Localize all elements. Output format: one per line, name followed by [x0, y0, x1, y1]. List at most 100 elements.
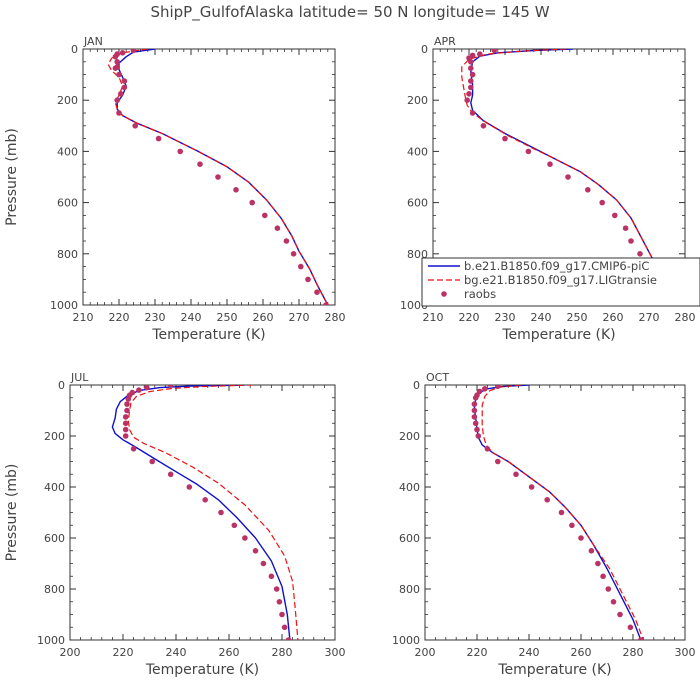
raobs-point	[122, 426, 129, 433]
raobs-point	[279, 611, 285, 618]
series-line-lig-transient	[127, 385, 299, 640]
raobs-point	[215, 174, 221, 180]
x-axis-label: Temperature (K)	[145, 662, 259, 678]
raobs-point	[605, 586, 612, 592]
raobs-point	[218, 509, 224, 516]
x-tick-label: 220	[113, 646, 134, 659]
raobs-point	[480, 123, 487, 129]
x-tick-label: 240	[166, 646, 187, 659]
raobs-point	[528, 484, 535, 490]
series-line-lig-transient	[107, 49, 329, 305]
raobs-point	[627, 624, 634, 631]
raobs-point	[177, 148, 183, 155]
raobs-point	[136, 387, 142, 393]
x-tick-label: 260	[571, 646, 592, 659]
x-axis-label: Temperature (K)	[497, 662, 611, 678]
raobs-point	[477, 51, 483, 57]
raobs-point	[578, 535, 584, 541]
panel-month-label: JUL	[70, 371, 89, 384]
x-tick-label: 220	[467, 646, 488, 659]
raobs-point	[285, 637, 292, 640]
raobs-point	[565, 174, 571, 180]
series-line-cmip6-picontrol	[111, 385, 291, 640]
x-tick-label: 260	[253, 311, 274, 324]
raobs-point	[468, 65, 474, 71]
raobs-point	[116, 110, 122, 116]
y-tick-label: 600	[407, 197, 428, 210]
y-tick-label: 200	[399, 430, 420, 443]
legend-label: raobs	[464, 287, 496, 301]
y-tick-label: 200	[44, 430, 65, 443]
raobs-point	[638, 637, 644, 640]
x-tick-label: 230	[145, 311, 166, 324]
panel-month-label: JAN	[83, 35, 103, 48]
y-tick-label: 400	[407, 145, 428, 158]
raobs-point	[167, 385, 174, 388]
raobs-point	[484, 446, 491, 452]
raobs-point	[130, 446, 137, 452]
x-tick-label: 220	[459, 311, 480, 324]
y-tick-label: 600	[57, 197, 78, 210]
raobs-point	[144, 385, 150, 391]
x-tick-label: 280	[325, 311, 346, 324]
raobs-point	[260, 560, 267, 567]
x-tick-label: 260	[219, 646, 240, 659]
x-tick-label: 250	[217, 311, 238, 324]
x-tick-label: 270	[289, 311, 310, 324]
raobs-point	[233, 187, 239, 193]
raobs-point	[482, 386, 488, 392]
raobs-point	[274, 225, 281, 231]
x-tick-label: 250	[567, 311, 588, 324]
y-tick-label: 400	[44, 481, 65, 494]
raobs-point	[472, 395, 479, 401]
legend-label: bg.e21.B1850.f09_g17.LIGtransie	[464, 273, 657, 287]
raobs-point	[283, 238, 290, 244]
raobs-point	[114, 97, 120, 103]
raobs-point	[298, 263, 304, 270]
raobs-point	[186, 484, 193, 490]
raobs-point	[525, 148, 532, 155]
raobs-point	[637, 251, 643, 257]
raobs-point	[242, 535, 248, 541]
panel-month-label: APR	[434, 35, 456, 48]
x-tick-label: 280	[272, 646, 293, 659]
raobs-point	[116, 71, 122, 78]
x-tick-label: 240	[531, 311, 552, 324]
series-line-cmip6-picontrol	[116, 49, 329, 305]
plot-frame	[82, 48, 336, 306]
raobs-point	[305, 276, 311, 283]
raobs-point	[202, 497, 208, 503]
raobs-point	[491, 49, 497, 54]
raobs-point	[617, 611, 623, 618]
raobs-point	[495, 458, 501, 465]
y-tick-label: 400	[57, 145, 78, 158]
raobs-point	[469, 71, 476, 78]
raobs-point	[122, 433, 129, 439]
x-tick-label: 240	[181, 311, 202, 324]
y-axis-label: Pressure (mb)	[4, 464, 20, 562]
x-tick-label: 210	[423, 311, 444, 324]
raobs-point	[569, 522, 575, 529]
raobs-point	[612, 212, 618, 219]
raobs-point	[197, 161, 203, 167]
series-line-lig-transient	[481, 385, 644, 640]
raobs-point	[471, 401, 478, 407]
x-tick-label: 200	[415, 646, 436, 659]
raobs-point	[114, 59, 120, 65]
raobs-point	[276, 599, 283, 605]
raobs-point	[262, 212, 268, 219]
y-tick-label: 0	[413, 379, 420, 392]
x-tick-label: 300	[675, 646, 696, 659]
legend: b.e21.B1850.f09_g17.CMIP6-piCbg.e21.B185…	[421, 257, 700, 307]
raobs-point	[495, 385, 501, 390]
x-tick-label: 200	[60, 646, 81, 659]
y-axis-label: Pressure (mb)	[4, 128, 20, 226]
plot-frame	[69, 384, 336, 641]
raobs-point	[468, 78, 474, 84]
raobs-point	[119, 50, 126, 56]
raobs-point	[124, 407, 130, 414]
x-tick-label: 270	[639, 311, 660, 324]
raobs-point	[600, 573, 606, 580]
plot-frame	[424, 384, 686, 641]
raobs-point	[155, 135, 162, 142]
